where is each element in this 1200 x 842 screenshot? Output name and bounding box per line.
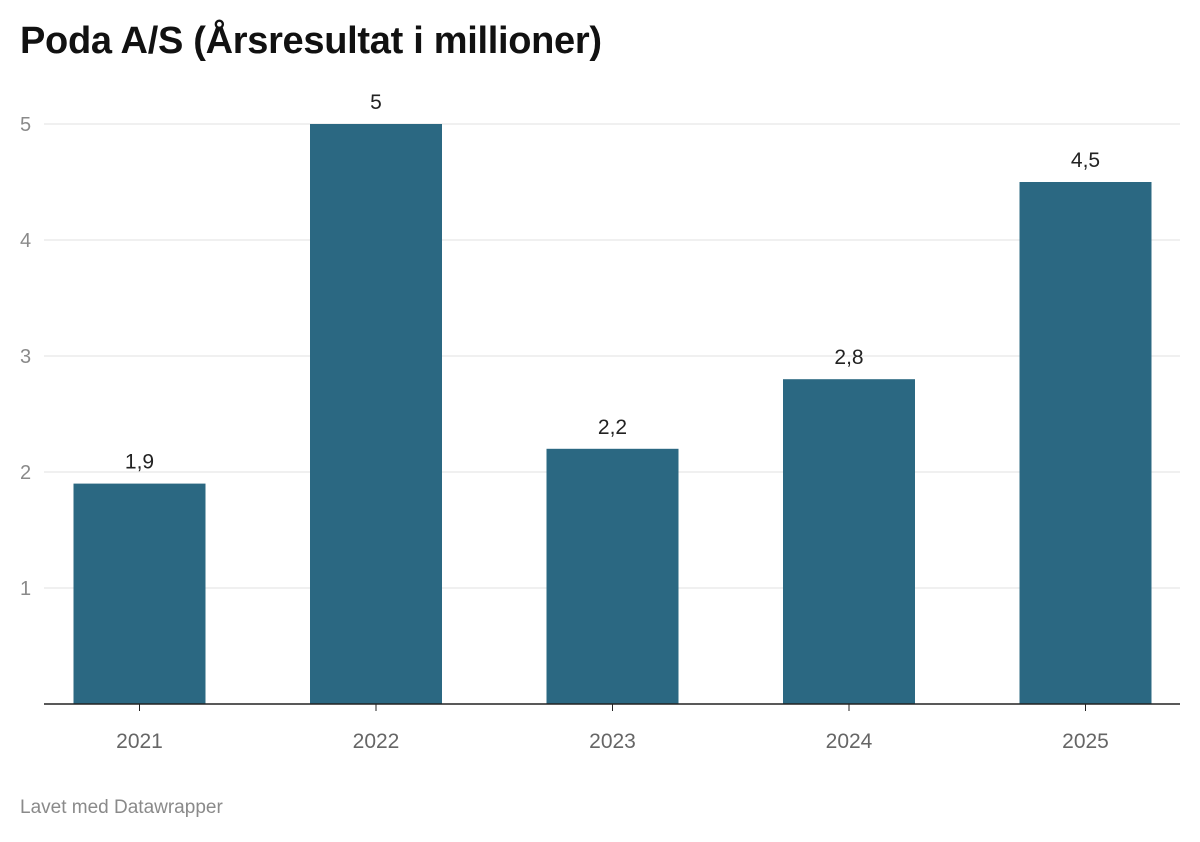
x-tick-label-2021: 2021	[116, 730, 163, 753]
value-label-2021: 1,9	[125, 451, 154, 474]
y-axis-ticks: 1 2 3 4 5	[20, 114, 31, 600]
x-tick-label-2022: 2022	[353, 730, 400, 753]
bar-2025	[1019, 182, 1152, 704]
bar-2024	[783, 379, 915, 704]
y-tick-label: 1	[20, 578, 31, 600]
y-tick-label: 2	[20, 462, 31, 484]
value-label-2024: 2,8	[834, 346, 863, 369]
value-label-2023: 2,2	[598, 416, 627, 439]
value-label-2022: 5	[370, 91, 382, 114]
x-tick-label-2025: 2025	[1062, 730, 1109, 753]
bar-2022	[310, 124, 442, 704]
x-tick-label-2023: 2023	[589, 730, 636, 753]
bar-2021	[73, 483, 206, 704]
bar-2023	[546, 448, 679, 704]
chart-title: Poda A/S (Årsresultat i millioner)	[20, 20, 602, 62]
value-label-2025: 4,5	[1071, 149, 1100, 172]
bars: 1,9 5 2,2 2,8 4,5	[73, 91, 1152, 704]
x-tick-label-2024: 2024	[826, 730, 873, 753]
y-tick-label: 4	[20, 230, 31, 252]
footer-credit: Lavet med Datawrapper	[20, 797, 223, 818]
y-tick-label: 5	[20, 114, 31, 136]
x-axis-ticks: 2021 2022 2023 2024 2025	[116, 704, 1109, 753]
y-tick-label: 3	[20, 346, 31, 368]
